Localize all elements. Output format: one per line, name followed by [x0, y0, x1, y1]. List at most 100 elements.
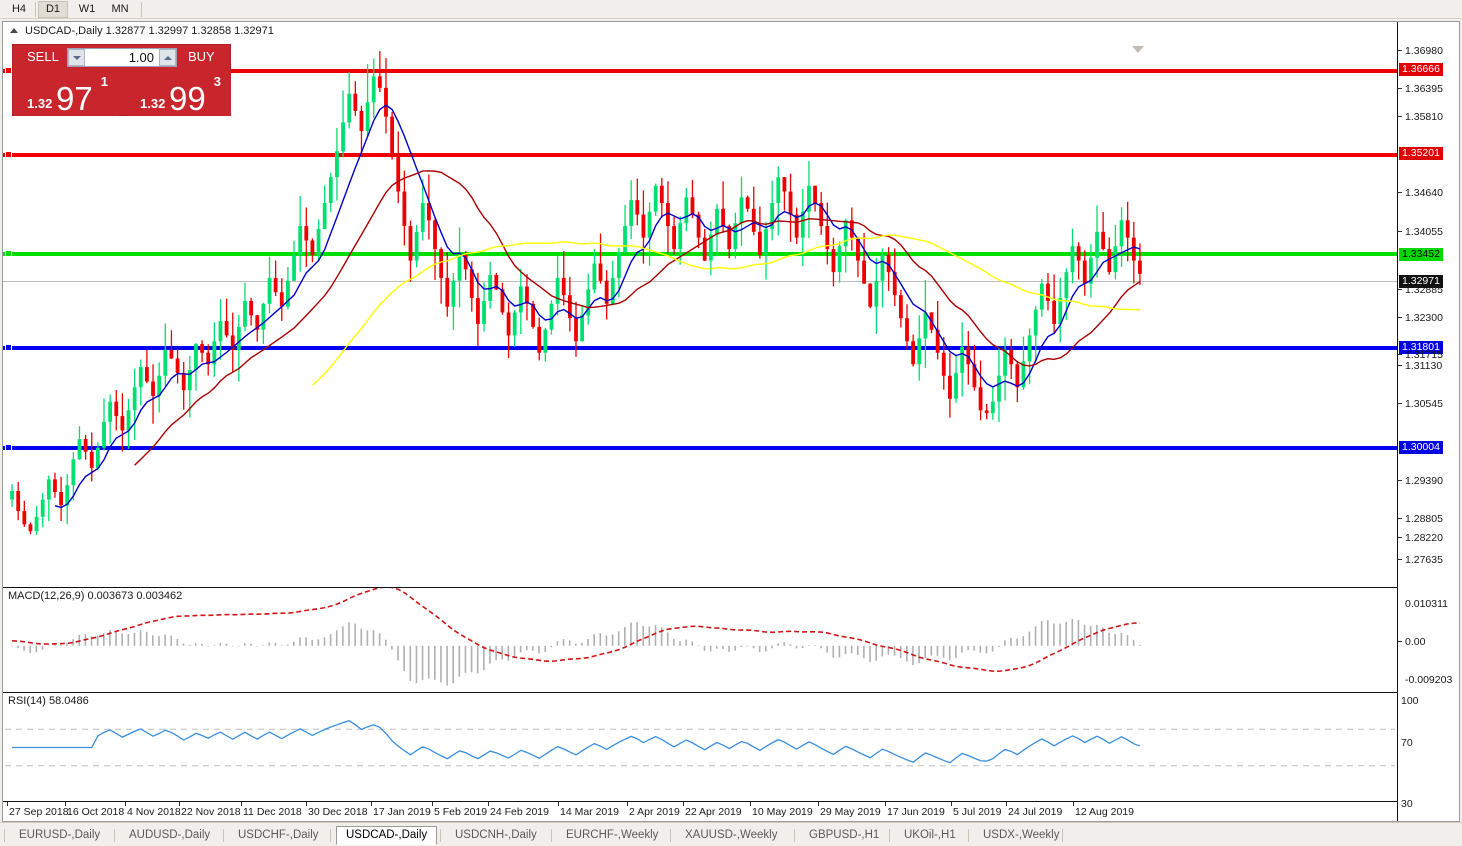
- timeframe-button-w1[interactable]: W1: [78, 3, 96, 15]
- tick-mark-icon: [1398, 192, 1402, 194]
- tab-divider-7: [794, 829, 795, 842]
- price-scale[interactable]: 1.36980 1.36395 1.35810 1.35201 1.34640 1.340…: [1397, 22, 1459, 845]
- tick-mark-icon: [1398, 354, 1402, 356]
- date-tick-12: [750, 802, 751, 806]
- date-label-15: 5 Jul 2019: [953, 806, 1002, 818]
- chevron-up-icon: [163, 55, 172, 60]
- date-tick-3: [179, 802, 180, 806]
- buy-price-button[interactable]: 1.32 99 3: [127, 71, 231, 116]
- hline-handle-resistance-1[interactable]: [5, 67, 12, 74]
- price-label-1-35201[interactable]: 1.35201: [1399, 147, 1443, 160]
- hline-support-2[interactable]: [3, 446, 1399, 450]
- date-label-4: 11 Dec 2018: [243, 806, 302, 818]
- chart-tab-usdchf[interactable]: USDCHF-,Daily: [238, 829, 319, 841]
- tick-mark-icon: [1398, 641, 1402, 643]
- tab-divider-9: [968, 829, 969, 842]
- chart-tab-gbpusd[interactable]: GBPUSD-,H1: [809, 829, 880, 841]
- toolbar-divider-2: [141, 2, 142, 17]
- date-tick-11: [683, 802, 684, 806]
- price-tick-1-36980: 1.36980: [1398, 45, 1443, 57]
- chart-tab-usdx[interactable]: USDX-,Weekly: [983, 829, 1060, 841]
- tab-divider-3: [330, 829, 331, 842]
- chart-tab-usdcad[interactable]: USDCAD-,Daily: [336, 826, 438, 845]
- chart-dropdown-triangle-icon[interactable]: [1132, 46, 1144, 53]
- hline-support-1[interactable]: [3, 346, 1399, 350]
- timeframe-button-mn[interactable]: MN: [111, 3, 129, 15]
- buy-price-pips: 99: [169, 80, 206, 117]
- macd-tick-1: 0.00: [1398, 636, 1425, 648]
- hline-handle-support-1[interactable]: [5, 344, 12, 351]
- macd-signal-line: [12, 588, 1140, 673]
- tick-mark-icon: [1398, 480, 1402, 482]
- chart-tab-xauusd[interactable]: XAUUSD-,Weekly: [685, 829, 778, 841]
- chart-tab-eurusd[interactable]: EURUSD-,Daily: [19, 829, 101, 841]
- sell-button-label[interactable]: SELL: [27, 49, 59, 64]
- sell-price-button[interactable]: 1.32 97 1: [14, 71, 118, 116]
- timeframe-button-h4[interactable]: H4: [11, 3, 27, 15]
- date-tick-0: [7, 802, 8, 806]
- chart-tab-ukoil[interactable]: UKOil-,H1: [904, 829, 956, 841]
- trade-panel-header: SELL 1.00 BUY: [13, 45, 232, 70]
- ma-medium-line: [134, 170, 1141, 466]
- date-label-8: 24 Feb 2019: [490, 806, 549, 818]
- date-label-17: 12 Aug 2019: [1075, 806, 1134, 818]
- date-tick-16: [1006, 802, 1007, 806]
- toolbar-divider: [35, 2, 36, 17]
- volume-decrease-button[interactable]: [68, 49, 85, 66]
- date-tick-4: [241, 802, 242, 806]
- rsi-label: RSI(14) 58.0486: [8, 695, 89, 707]
- volume-increase-button[interactable]: [159, 49, 176, 66]
- date-label-7: 5 Feb 2019: [434, 806, 488, 818]
- macd-pane[interactable]: MACD(12,26,9) 0.003673 0.003462: [3, 587, 1399, 690]
- date-tick-10: [627, 802, 628, 806]
- timeframe-button-d1[interactable]: D1: [38, 1, 68, 18]
- price-label-1-31801[interactable]: 1.31801: [1399, 341, 1443, 354]
- date-tick-2: [125, 802, 126, 806]
- tab-divider-end: [1062, 829, 1063, 842]
- macd-tick-2: -0.009203: [1405, 674, 1453, 686]
- hline-handle-pivot-green[interactable]: [5, 250, 12, 257]
- price-tick-1-35810: 1.35810: [1398, 111, 1443, 123]
- hline-resistance-1[interactable]: [3, 69, 1399, 73]
- date-tick-5: [306, 802, 307, 806]
- tick-mark-icon: [1398, 116, 1402, 118]
- price-label-1-30004[interactable]: 1.30004: [1399, 441, 1443, 454]
- date-label-11: 22 Apr 2019: [685, 806, 742, 818]
- one-click-trading-panel[interactable]: SELL 1.00 BUY 1.32 97 1 1.32: [12, 44, 231, 116]
- tick-mark-icon: [1398, 231, 1402, 233]
- date-tick-8: [488, 802, 489, 806]
- price-tick-1-34055: 1.34055: [1398, 226, 1443, 238]
- chart-title: USDCAD-,Daily 1.32877 1.32997 1.32858 1.…: [25, 25, 274, 37]
- buy-button-label[interactable]: BUY: [188, 49, 215, 64]
- price-label-1-32971[interactable]: 1.32971: [1399, 275, 1443, 288]
- date-label-16: 24 Jul 2019: [1008, 806, 1063, 818]
- volume-input[interactable]: 1.00: [128, 50, 154, 65]
- price-label-1-36666[interactable]: 1.36666: [1399, 63, 1443, 76]
- hline-handle-support-2[interactable]: [5, 444, 12, 451]
- price-label-1-33452[interactable]: 1.33452: [1399, 248, 1443, 261]
- chart-window: USDCAD-,Daily 1.32877 1.32997 1.32858 1.…: [2, 21, 1460, 845]
- rsi-pane[interactable]: RSI(14) 58.0486: [3, 692, 1399, 803]
- chart-tab-bar[interactable]: EURUSD-,Daily AUDUSD-,Daily USDCHF-,Daily U…: [0, 822, 1462, 846]
- date-axis[interactable]: 27 Sep 2018 16 Oct 2018 4 Nov 2018 22 Nov 2…: [3, 801, 1399, 821]
- chart-tab-audusd[interactable]: AUDUSD-,Daily: [129, 829, 211, 841]
- volume-stepper[interactable]: 1.00: [67, 48, 177, 67]
- macd-tick-0: 0.010311: [1405, 598, 1449, 610]
- price-tick-1-30545: 1.30545: [1398, 398, 1443, 410]
- ma-fast-line: [54, 104, 1141, 509]
- date-label-14: 17 Jun 2019: [887, 806, 945, 818]
- hline-resistance-2[interactable]: [3, 153, 1399, 157]
- candles: [10, 51, 1142, 535]
- rsi-tick-100: 100: [1401, 695, 1419, 707]
- chart-tab-eurchf[interactable]: EURCHF-,Weekly: [566, 829, 659, 841]
- hline-pivot-green[interactable]: [3, 252, 1399, 256]
- date-tick-9: [558, 802, 559, 806]
- chart-tab-usdcnh[interactable]: USDCNH-,Daily: [455, 829, 537, 841]
- tab-divider-2: [223, 829, 224, 842]
- chart-collapse-arrow-icon[interactable]: [10, 28, 18, 33]
- hline-handle-resistance-2[interactable]: [5, 151, 12, 158]
- price-pane[interactable]: [3, 39, 1399, 585]
- date-label-2: 4 Nov 2018: [127, 806, 181, 818]
- buy-price-fraction: 3: [213, 74, 221, 89]
